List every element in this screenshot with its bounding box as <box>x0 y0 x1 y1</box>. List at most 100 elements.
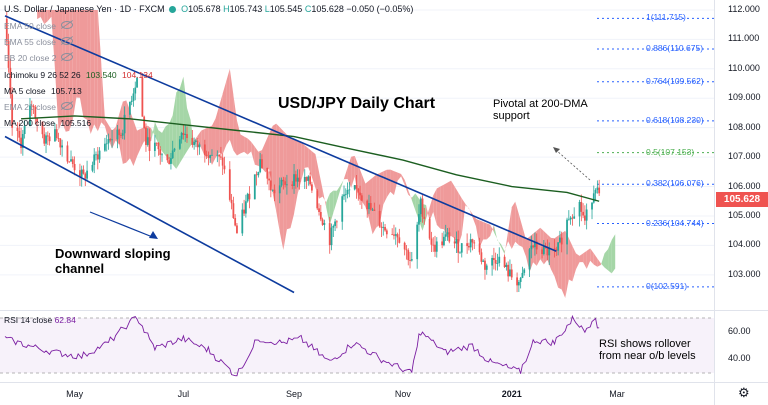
candle-body <box>585 209 588 221</box>
ohlc-low: 105.545 <box>269 4 303 14</box>
cloud-segment <box>433 188 437 225</box>
candle-body <box>484 260 486 270</box>
candle-body <box>441 241 444 246</box>
candle-body <box>453 241 456 244</box>
cloud-segment <box>490 224 494 236</box>
cloud-segment <box>451 180 455 239</box>
candle-body <box>248 193 251 200</box>
indicator-legend-row[interactable]: Ichimoku 9 26 52 26 103.540 104.134 <box>4 70 153 80</box>
symbol-title[interactable]: U.S. Dollar / Japanese Yen · 1D · FXCM <box>4 4 165 14</box>
candle-body <box>535 241 538 250</box>
candle-body <box>459 252 461 254</box>
candle-body <box>148 137 151 151</box>
pivot-arrow-head <box>553 147 560 153</box>
candle-body <box>45 135 47 144</box>
candle-body <box>228 169 231 200</box>
candle-body <box>469 239 472 248</box>
price-tick-label: 112.000 <box>728 3 760 14</box>
candle-body <box>532 245 535 248</box>
candle-body <box>509 269 511 277</box>
candle-body <box>366 200 369 210</box>
candle-body <box>170 158 172 164</box>
cloud-segment <box>565 230 569 299</box>
candle-body <box>46 135 49 137</box>
indicator-legend-row[interactable]: EMA 21 close <box>4 102 73 112</box>
cloud-segment <box>458 192 462 246</box>
candle-body <box>132 93 135 101</box>
candle-body <box>207 156 210 158</box>
cloud-segment <box>340 178 345 190</box>
cloud-segment <box>465 203 469 209</box>
cloud-segment <box>40 9 45 25</box>
cloud-segment <box>72 9 77 120</box>
candle-body <box>271 189 274 191</box>
candle-body <box>259 159 262 172</box>
candle-body <box>195 140 197 142</box>
candle-body <box>54 129 56 142</box>
cloud-segment <box>336 185 341 202</box>
candle-body <box>296 177 299 182</box>
cloud-segment <box>140 127 145 149</box>
indicator-legend-row[interactable]: MA 200 close 105.516 <box>4 118 91 128</box>
cloud-segment <box>443 182 448 238</box>
candle-body <box>428 218 431 239</box>
candle-body <box>516 277 518 286</box>
hidden-eye-icon[interactable] <box>60 21 73 29</box>
indicator-value: 105.713 <box>48 85 82 96</box>
candle-body <box>494 259 497 264</box>
indicator-label: BB 20 close 2 <box>4 53 57 64</box>
candle-body <box>95 154 97 156</box>
candle-body <box>18 131 21 138</box>
candle-body <box>43 134 46 144</box>
cloud-segment <box>90 9 95 135</box>
candle-body <box>61 145 63 148</box>
candle-body <box>343 194 345 197</box>
candle-body <box>546 248 549 256</box>
cloud-segment <box>76 9 80 98</box>
candle-body <box>196 140 199 148</box>
time-tick-label: Mar <box>609 389 625 399</box>
cloud-segment <box>129 110 134 167</box>
cloud-segment <box>608 239 612 274</box>
candle-body <box>134 87 137 94</box>
price-tick-label: 104.000 <box>728 239 761 250</box>
indicator-legend-row[interactable]: EMA 55 close <box>4 37 73 47</box>
candle-body <box>221 157 224 166</box>
cloud-segment <box>315 154 320 199</box>
hidden-eye-icon[interactable] <box>60 102 73 110</box>
candle-body <box>523 269 526 273</box>
candle-body <box>136 77 138 88</box>
candle-body <box>369 203 372 210</box>
candle-body <box>155 142 158 144</box>
indicator-legend-row[interactable]: MA 5 close 105.713 <box>4 86 82 96</box>
candle-body <box>79 170 81 177</box>
hidden-eye-icon[interactable] <box>61 53 74 62</box>
candle-body <box>503 256 506 267</box>
cloud-segment <box>540 227 544 265</box>
candle-body <box>394 234 397 236</box>
cloud-segment <box>176 88 180 169</box>
cloud-segment <box>233 94 237 156</box>
cloud-segment <box>572 245 576 282</box>
rsi-legend-label[interactable]: RSI 14 close <box>4 315 53 325</box>
price-tick-label: 107.000 <box>728 151 761 162</box>
channel-arrow-head <box>149 231 158 239</box>
candle-body <box>435 241 438 252</box>
candle-body <box>591 202 593 210</box>
cloud-segment <box>586 248 591 269</box>
indicator-legend-row[interactable]: EMA 50 close <box>4 21 73 31</box>
cloud-segment <box>550 237 555 277</box>
settings-gear-icon[interactable]: ⚙ <box>738 385 750 400</box>
cloud-segment <box>611 234 616 274</box>
cloud-segment <box>179 76 184 163</box>
candle-body <box>107 139 110 144</box>
indicator-legend-row[interactable]: BB 20 close 2 <box>4 53 74 64</box>
cloud-segment <box>229 68 234 151</box>
candle-body <box>230 199 233 204</box>
candle-body <box>580 201 583 212</box>
candle-body <box>219 156 222 158</box>
fib-label: 0.618(108.230) <box>646 114 704 125</box>
candle-body <box>321 219 324 225</box>
candle-body <box>171 150 174 159</box>
hidden-eye-icon[interactable] <box>60 37 73 46</box>
